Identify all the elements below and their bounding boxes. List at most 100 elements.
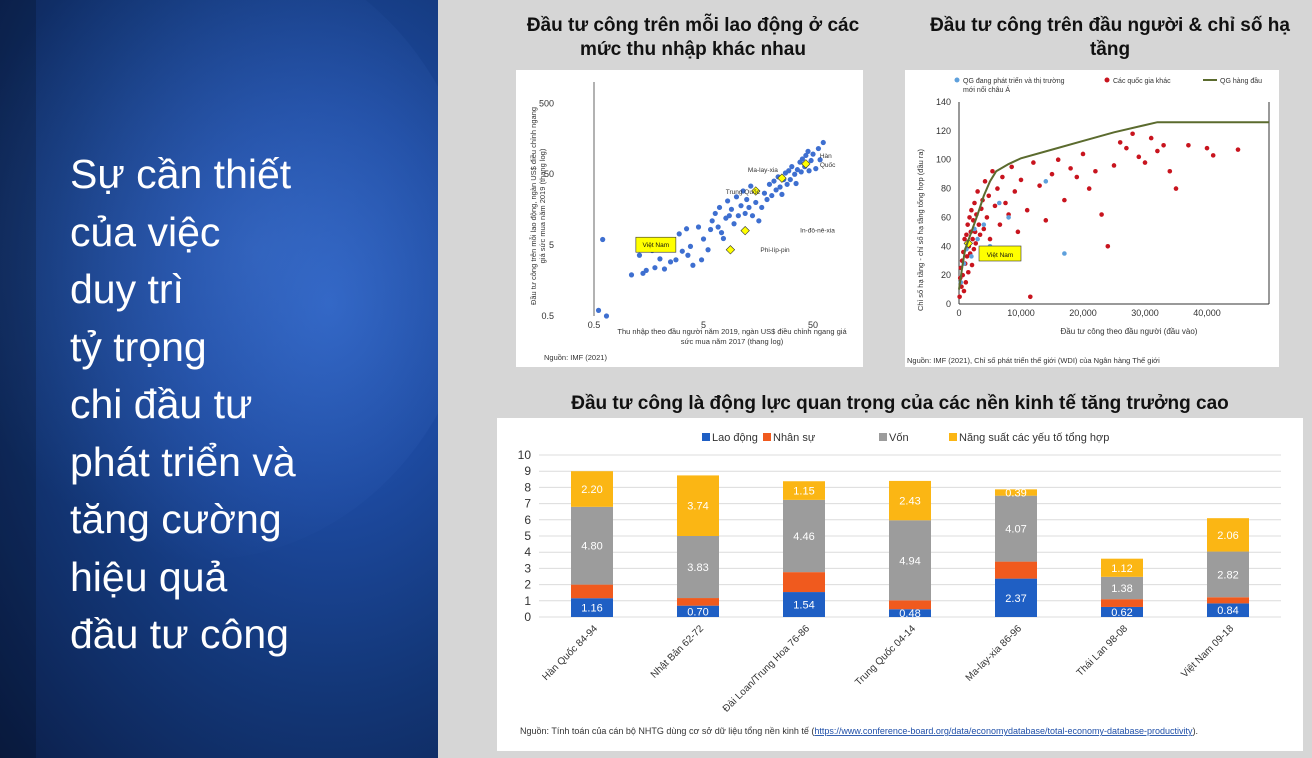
- chart3-source-link[interactable]: https://www.conference-board.org/data/ec…: [814, 726, 1193, 736]
- chart3-y-tick: 8: [524, 480, 531, 494]
- chart1-point: [685, 252, 691, 258]
- chart2-point-asia: [1043, 179, 1049, 184]
- chart2-point-other: [1099, 212, 1104, 217]
- chart2-point-other: [1148, 135, 1154, 141]
- chart1-highlight-marker: [801, 159, 811, 169]
- chart2-y-tick: 60: [941, 212, 951, 222]
- chart1-highlight-marker: [740, 225, 750, 236]
- chart2-y-tick: 100: [936, 155, 951, 165]
- chart3-value-label: 3.74: [687, 501, 708, 513]
- chart2-x-tick: 40,000: [1193, 308, 1221, 318]
- chart1-point: [715, 224, 721, 230]
- chart3-x-tick: Nhật Bản 62-72: [649, 623, 707, 681]
- chart2-point-other: [1161, 142, 1166, 148]
- chart1-point: [808, 157, 814, 164]
- chart1-point: [603, 313, 610, 319]
- chart3-source-suffix: ).: [1193, 726, 1199, 736]
- chart2-point-asia: [997, 200, 1002, 206]
- chart2-point-other: [1105, 243, 1111, 249]
- chart1-point: [698, 257, 705, 263]
- legend-label-asia: QG đang phát triển và thị trường mới nổi …: [963, 77, 1065, 94]
- chart1-point: [744, 196, 750, 203]
- chart1-point: [787, 176, 793, 183]
- chart3-bar-segment: [995, 578, 1037, 617]
- chart1-highlight-marker: [777, 173, 787, 183]
- chart1-point: [746, 204, 752, 211]
- chart3-value-label: 1.54: [793, 600, 814, 612]
- chart3-bar-segment: [1207, 551, 1249, 598]
- chart3-bar-segment: [889, 520, 931, 601]
- chart3-title-text: Đầu tư công là động lực quan trọng của c…: [571, 393, 1229, 414]
- chart1-point: [657, 256, 663, 262]
- chart1-point: [815, 145, 822, 152]
- chart1-point: [738, 203, 744, 209]
- chart1-point: [733, 194, 740, 200]
- chart1-x-label: Thu nhập theo đầu người năm 2019, ngàn U…: [617, 327, 847, 346]
- chart1-point: [695, 224, 702, 230]
- chart1-point: [805, 148, 811, 154]
- chart3-panel: Lao động Nhân sự Vốn Năng suất các yếu tố t…: [497, 418, 1303, 751]
- chart1-point: [700, 236, 707, 242]
- chart2-point-other: [987, 236, 993, 242]
- chart1-point: [683, 226, 690, 232]
- chart1-point: [803, 152, 809, 159]
- chart1-point: [725, 198, 731, 204]
- chart1-point: [817, 157, 823, 163]
- chart2-x-tick: 20,000: [1069, 308, 1097, 318]
- chart3-legend-label: Năng suất các yếu tố tổng hợp: [959, 432, 1109, 444]
- chart1-highlight-label: Ma-lay-xia: [748, 167, 778, 174]
- chart2-point-other: [969, 207, 974, 213]
- chart1-x-tick: 50: [808, 320, 818, 330]
- chart3-value-label: 4.94: [899, 555, 920, 567]
- chart3-value-label: 3.83: [687, 562, 708, 574]
- chart1-point: [820, 139, 826, 146]
- chart3-bar-segment: [1101, 558, 1143, 577]
- chart2-point-other: [1155, 148, 1160, 154]
- chart3-value-label: 1.38: [1111, 583, 1132, 595]
- chart2-title-text: Đầu tư công trên đầu người & chỉ số hạ t…: [930, 15, 1290, 60]
- chart3-bar-segment: [995, 561, 1037, 579]
- chart1-point: [600, 236, 606, 243]
- chart2-x-tick: 10,000: [1007, 308, 1035, 318]
- chart3-bar-segment: [889, 480, 931, 521]
- chart2-point-other: [1024, 207, 1030, 213]
- chart1-point: [748, 183, 754, 189]
- chart1-point: [784, 181, 790, 187]
- chart2-point-asia: [969, 254, 974, 259]
- chart1-point: [773, 187, 779, 193]
- chart1-point: [643, 267, 649, 273]
- chart2-point-other: [961, 288, 967, 294]
- chart3-value-label: 2.06: [1217, 530, 1238, 542]
- chart1-point: [740, 188, 746, 194]
- chart1-point: [779, 191, 785, 197]
- chart2-point-other: [957, 294, 962, 300]
- chart2-point-other: [975, 189, 980, 194]
- chart1-highlight-label: Quốc: [820, 160, 836, 169]
- chart3-legend: Lao động Nhân sự Vốn Năng suất các yếu tố t…: [702, 432, 1109, 444]
- heading-line: hiệu quả: [70, 553, 228, 600]
- chart1-point: [661, 266, 668, 272]
- chart2-source: Nguồn: IMF (2021), Chỉ số phát triển thế…: [907, 356, 1160, 365]
- chart2-point-asia: [1062, 251, 1067, 256]
- chart2-point-other: [964, 232, 969, 238]
- chart2-legend: QG đang phát triển và thị trường mới nổi …: [954, 76, 1262, 94]
- chart3-bar-segment: [889, 600, 931, 610]
- decorative-arc: [0, 0, 438, 560]
- chart3-x-tick: Thái Lan 98-08: [1075, 623, 1131, 679]
- chart1-point: [628, 272, 635, 278]
- chart2-point-other: [990, 168, 995, 174]
- heading-line: phát triển và: [70, 438, 296, 485]
- chart2-point-other: [1003, 200, 1008, 206]
- chart2-point-other: [1130, 131, 1135, 137]
- chart3-value-label: 1.12: [1111, 563, 1132, 575]
- heading-line: chi đầu tư: [70, 381, 253, 427]
- chart3-bar-segment: [677, 536, 719, 599]
- chart2-point-other: [1093, 168, 1098, 174]
- chart1-source: Nguồn: IMF (2021): [544, 353, 607, 362]
- chart1-x-tick: 0.5: [588, 320, 601, 330]
- legend-label-frontier: QG hàng đầu: [1220, 76, 1262, 85]
- chart2-point-other: [1210, 153, 1216, 158]
- chart2-point-other: [1000, 174, 1005, 180]
- chart3-bar-segment: [783, 499, 825, 573]
- chart3-legend-swatch: [763, 433, 771, 441]
